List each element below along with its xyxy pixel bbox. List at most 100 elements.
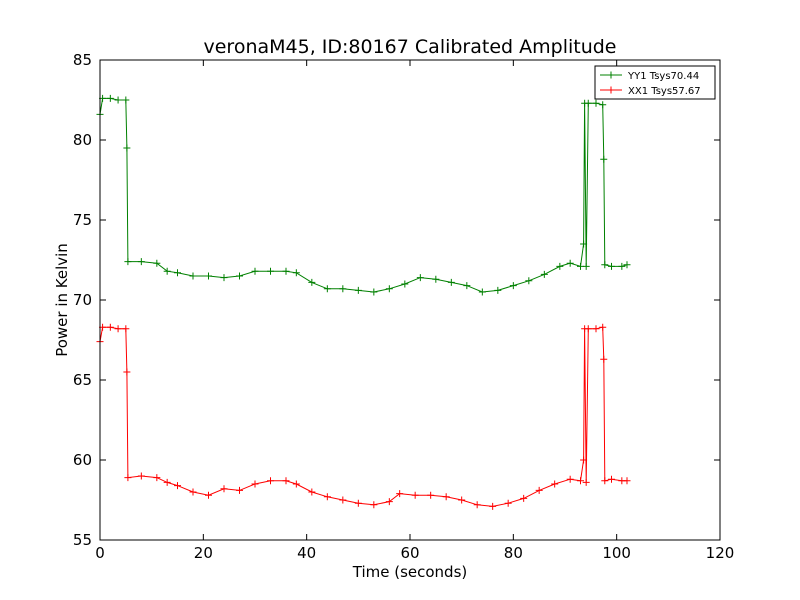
data-point: [580, 240, 588, 248]
data-point: [416, 274, 424, 282]
data-point: [601, 477, 609, 485]
series-line: [99, 326, 627, 507]
data-point: [174, 482, 181, 490]
data-point: [447, 278, 455, 286]
data-point: [106, 94, 114, 102]
data-point: [385, 285, 393, 293]
data-point: [370, 501, 378, 509]
x-tick-label: 40: [297, 544, 316, 562]
data-point: [236, 272, 243, 280]
data-point: [282, 267, 290, 275]
data-point: [463, 282, 471, 290]
data-point: [205, 491, 212, 499]
y-tick-label: 60: [73, 451, 92, 469]
data-point: [370, 288, 378, 296]
data-point: [525, 277, 533, 285]
legend-label: YY1 Tsys70.44: [627, 71, 699, 82]
series-1: [96, 94, 631, 296]
data-point: [592, 325, 600, 333]
data-point: [520, 494, 528, 502]
x-tick-label: 120: [706, 544, 735, 562]
data-point: [282, 477, 290, 485]
data-point: [401, 280, 409, 288]
data-point: [608, 262, 615, 270]
series-line: [99, 97, 628, 293]
data-point: [114, 325, 122, 333]
data-point: [618, 262, 626, 270]
data-point: [489, 502, 497, 510]
data-point: [600, 355, 608, 363]
chart-title: veronaM45, ID:80167 Calibrated Amplitude: [204, 36, 617, 58]
data-point: [163, 267, 171, 275]
data-point: [137, 258, 145, 266]
data-point: [339, 285, 347, 293]
y-tick-label: 55: [73, 531, 92, 549]
data-point: [566, 259, 574, 267]
data-point: [582, 478, 590, 486]
data-point: [267, 267, 274, 275]
x-tick-label: 20: [194, 544, 213, 562]
data-point: [584, 325, 592, 333]
data-point: [163, 478, 171, 486]
data-point: [106, 323, 114, 331]
data-point: [473, 501, 481, 509]
data-point: [251, 267, 259, 275]
data-point: [323, 493, 331, 501]
data-point: [582, 262, 590, 270]
data-point: [556, 262, 564, 270]
data-point: [153, 474, 161, 482]
data-point: [584, 99, 592, 107]
data-point: [122, 96, 130, 104]
data-point: [504, 499, 512, 507]
data-point: [220, 485, 228, 493]
data-point: [623, 477, 631, 485]
data-point: [385, 498, 393, 506]
data-point: [174, 269, 181, 277]
data-point: [535, 486, 543, 494]
plot-frame: [99, 59, 721, 541]
data-point: [124, 474, 132, 482]
data-point: [601, 261, 609, 269]
series-2: [96, 323, 631, 510]
plot-area: [96, 94, 631, 510]
data-point: [494, 286, 502, 294]
data-point: [442, 493, 450, 501]
legend-box: [594, 65, 716, 100]
x-tick-label: 60: [400, 544, 419, 562]
y-tick-label: 85: [73, 51, 92, 69]
data-point: [411, 491, 419, 499]
legend-items: YY1 Tsys70.44 XX1 Tsys57.67: [600, 71, 701, 97]
data-point: [623, 261, 631, 269]
legend-marker: [607, 86, 615, 94]
y-tick-label: 65: [73, 371, 92, 389]
data-point: [114, 96, 122, 104]
data-point: [540, 270, 548, 278]
data-point: [153, 259, 161, 267]
data-point: [323, 285, 331, 293]
data-point: [308, 488, 316, 496]
data-point: [123, 144, 131, 152]
data-point: [189, 272, 197, 280]
data-point: [220, 274, 228, 282]
y-axis-label: Power in Kelvin: [53, 243, 71, 357]
data-point: [509, 282, 517, 290]
legend-marker: [607, 71, 615, 79]
data-point: [137, 472, 145, 480]
data-point: [458, 496, 466, 504]
data-point: [551, 480, 559, 488]
data-point: [123, 368, 131, 376]
data-point: [432, 275, 440, 283]
data-point: [292, 480, 300, 488]
x-axis-label: Time (seconds): [352, 563, 468, 581]
y-tick-label: 80: [73, 131, 92, 149]
data-point: [189, 488, 197, 496]
data-point: [566, 475, 574, 483]
data-point: [292, 269, 300, 277]
data-point: [308, 278, 316, 286]
data-point: [427, 491, 435, 499]
data-point: [122, 325, 130, 333]
data-point: [396, 490, 404, 498]
data-point: [599, 101, 607, 109]
